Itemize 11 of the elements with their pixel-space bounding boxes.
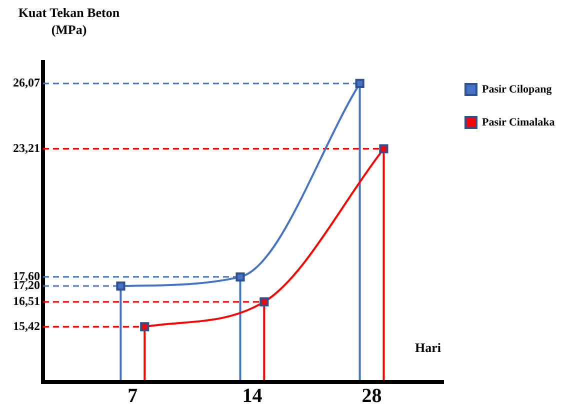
y-tick-label: 15,42 [13, 318, 40, 333]
x-tick-label: 14 [242, 385, 262, 408]
x-axis-title: Hari [415, 340, 441, 356]
y-axis-title: Kuat Tekan Beton (MPa) [17, 4, 121, 39]
y-tick-label: 23,21 [13, 140, 40, 155]
y-tick-label: 16,51 [13, 294, 40, 308]
legend-label: Pasir Cimalaka [482, 116, 556, 128]
x-tick-label: 28 [362, 385, 382, 408]
x-tick-label: 7 [128, 385, 138, 408]
legend-label: Pasir Cilopang [482, 83, 552, 96]
y-tick-label: 26,07 [13, 76, 40, 90]
